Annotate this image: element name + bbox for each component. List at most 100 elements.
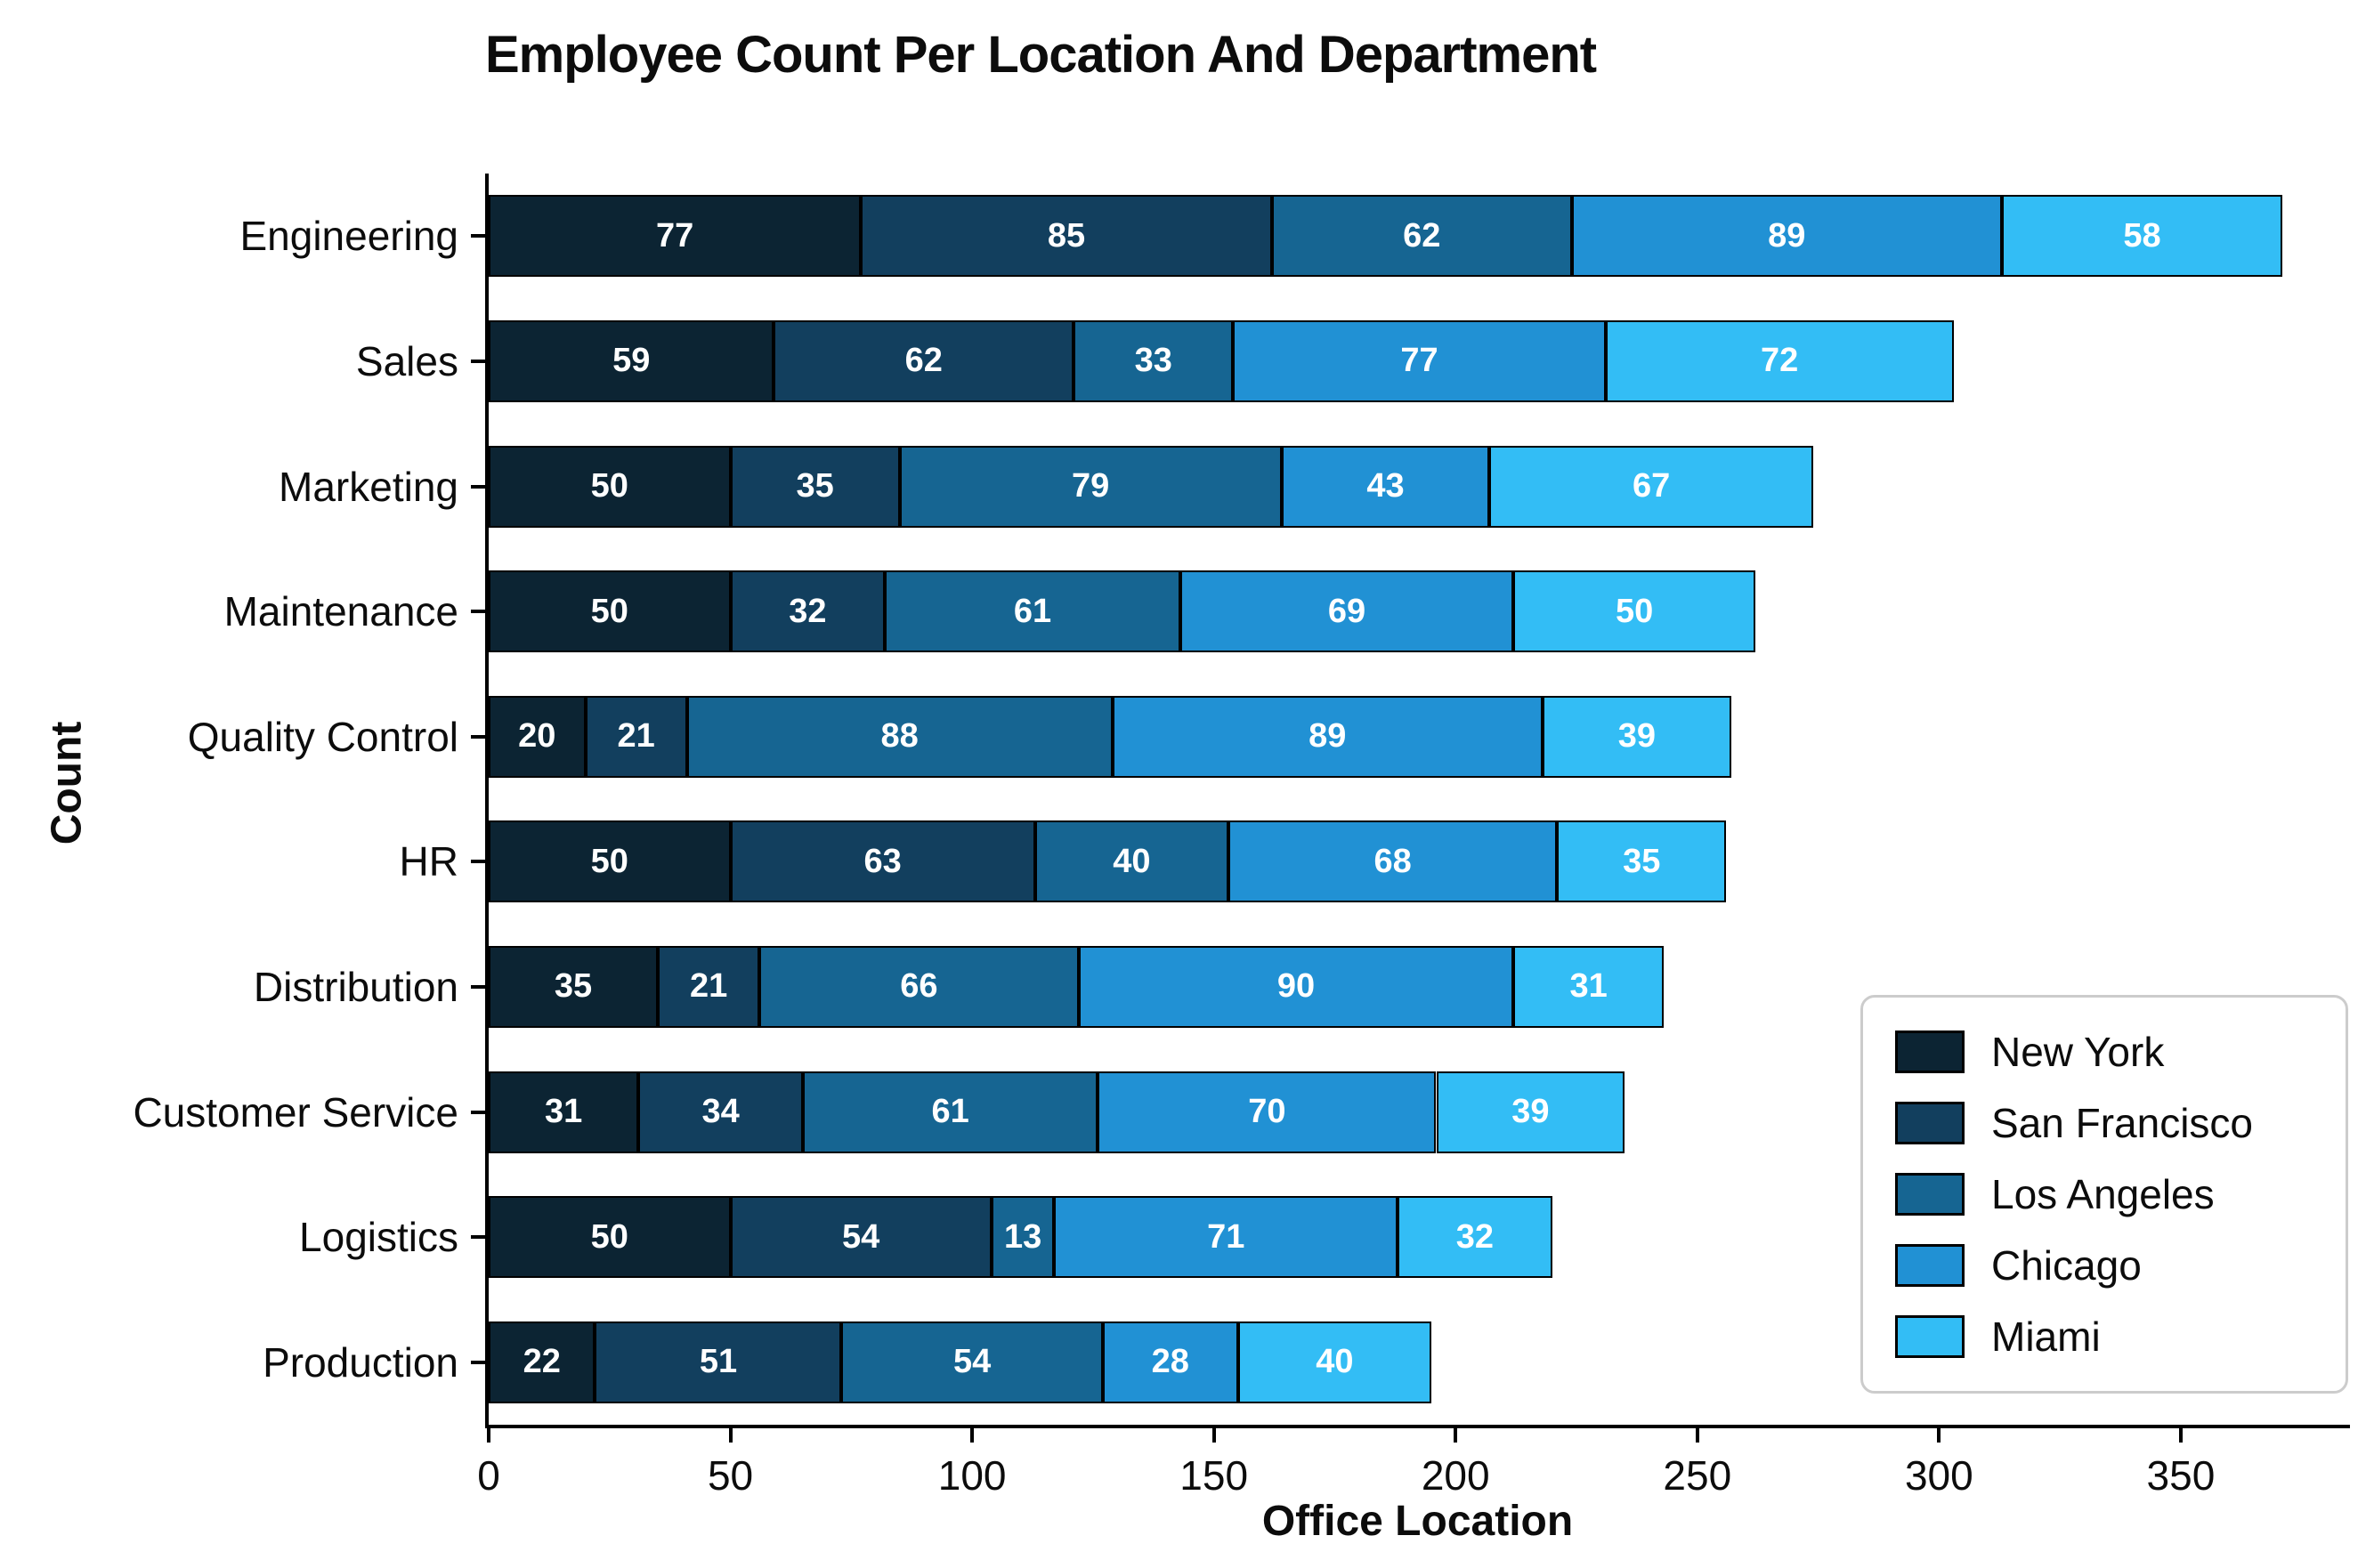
- bar-segment-san-francisco-customer-service: 34: [638, 1071, 804, 1153]
- legend: New York San Francisco Los Angeles Chicago M…: [1860, 995, 2348, 1394]
- bar-value-label: 35: [796, 467, 834, 505]
- y-tick-label-marketing: Marketing: [279, 463, 458, 510]
- bar-segment-new-york-quality-control: 20: [489, 695, 586, 778]
- bar-value-label: 85: [1047, 216, 1086, 255]
- bar-segment-los-angeles-hr: 40: [1034, 820, 1228, 903]
- bar-value-label: 89: [1768, 216, 1806, 255]
- bar-segment-chicago-maintenance: 69: [1179, 570, 1514, 653]
- bar-segment-new-york-hr: 50: [489, 820, 731, 903]
- y-tick-mark: [471, 860, 485, 864]
- bar-segment-los-angeles-production: 54: [841, 1321, 1103, 1403]
- x-tick-label-200: 200: [1421, 1452, 1490, 1499]
- legend-label-los-angeles: Los Angeles: [1991, 1171, 2215, 1217]
- y-tick-mark: [471, 984, 485, 989]
- bar-segment-los-angeles-customer-service: 61: [803, 1071, 1098, 1153]
- bar-value-label: 67: [1633, 467, 1671, 505]
- bar-value-label: 39: [1617, 717, 1657, 756]
- x-tick-mark: [1695, 1428, 1699, 1443]
- bar-value-label: 31: [545, 1093, 583, 1130]
- bar-value-label: 70: [1248, 1093, 1286, 1130]
- bar-segment-los-angeles-sales: 33: [1074, 319, 1234, 402]
- bar-segment-new-york-maintenance: 50: [489, 570, 731, 653]
- y-tick-label-sales: Sales: [355, 337, 458, 384]
- y-tick-mark: [471, 610, 485, 614]
- legend-swatch-los-angeles: [1895, 1173, 1965, 1216]
- bar-value-label: 89: [1309, 717, 1347, 756]
- y-tick-label-customer-service: Customer Service: [133, 1088, 458, 1136]
- bar-segment-miami-customer-service: 39: [1436, 1071, 1625, 1153]
- legend-label-miami: Miami: [1991, 1313, 2101, 1360]
- bar-segment-chicago-logistics: 71: [1054, 1196, 1398, 1279]
- bar-segment-new-york-distribution: 35: [489, 945, 659, 1028]
- y-tick-mark: [471, 484, 485, 489]
- x-tick-label-150: 150: [1179, 1452, 1249, 1499]
- bar-value-label: 61: [1013, 592, 1052, 630]
- y-tick-mark: [471, 234, 485, 238]
- bar-value-label: 21: [617, 717, 655, 756]
- bar-segment-san-francisco-maintenance: 32: [730, 570, 886, 653]
- bar-segment-chicago-hr: 68: [1228, 820, 1558, 903]
- bar-value-label: 31: [1569, 967, 1608, 1006]
- bar-value-label: 50: [590, 467, 628, 505]
- x-tick-mark: [728, 1428, 733, 1443]
- bar-segment-new-york-marketing: 50: [489, 445, 731, 528]
- bar-value-label: 51: [699, 1343, 738, 1381]
- bar-segment-new-york-sales: 59: [489, 319, 774, 402]
- legend-entry-los-angeles: Los Angeles: [1895, 1167, 2313, 1222]
- bar-value-label: 54: [842, 1217, 880, 1256]
- bar-value-label: 50: [590, 1217, 628, 1256]
- x-tick-mark: [970, 1428, 975, 1443]
- bar-segment-san-francisco-sales: 62: [774, 319, 1074, 402]
- bar-segment-san-francisco-hr: 63: [730, 820, 1035, 903]
- x-tick-label-300: 300: [1904, 1452, 1973, 1499]
- y-tick-label-production: Production: [263, 1338, 458, 1386]
- y-tick-mark: [471, 1360, 485, 1364]
- bar-value-label: 69: [1327, 592, 1366, 630]
- bar-segment-san-francisco-marketing: 35: [730, 445, 900, 528]
- legend-entry-new-york: New York: [1895, 1024, 2313, 1079]
- bar-segment-chicago-sales: 77: [1233, 319, 1606, 402]
- y-tick-label-engineering: Engineering: [239, 213, 458, 260]
- bar-value-label: 79: [1072, 467, 1110, 505]
- bar-value-label: 66: [900, 967, 938, 1006]
- bar-value-label: 50: [590, 842, 628, 880]
- bar-value-label: 68: [1373, 842, 1412, 880]
- bar-segment-miami-distribution: 31: [1513, 945, 1664, 1028]
- bar-segment-san-francisco-production: 51: [595, 1321, 842, 1403]
- bar-segment-los-angeles-maintenance: 61: [885, 570, 1180, 653]
- bar-segment-chicago-quality-control: 89: [1112, 695, 1543, 778]
- x-tick-mark: [1937, 1428, 1941, 1443]
- y-tick-mark: [471, 359, 485, 363]
- bar-value-label: 50: [1616, 592, 1654, 630]
- bar-value-label: 61: [931, 1093, 969, 1130]
- bar-value-label: 13: [1003, 1217, 1042, 1256]
- bar-value-label: 71: [1207, 1217, 1245, 1256]
- bar-segment-new-york-engineering: 77: [489, 195, 862, 278]
- y-tick-label-hr: HR: [399, 838, 458, 885]
- bar-value-label: 21: [689, 967, 728, 1006]
- bar-value-label: 35: [1623, 842, 1661, 880]
- bar-segment-los-angeles-quality-control: 88: [686, 695, 1113, 778]
- legend-entry-san-francisco: San Francisco: [1895, 1095, 2313, 1151]
- bar-segment-miami-engineering: 58: [2001, 195, 2282, 278]
- legend-swatch-san-francisco: [1895, 1102, 1965, 1144]
- bar-value-label: 63: [863, 842, 902, 880]
- bar-value-label: 32: [1455, 1217, 1495, 1256]
- bar-value-label: 90: [1276, 967, 1316, 1006]
- bar-value-label: 59: [612, 342, 651, 380]
- bar-value-label: 50: [590, 592, 628, 630]
- y-tick-mark: [471, 1235, 485, 1240]
- x-tick-mark: [1454, 1428, 1458, 1443]
- bar-value-label: 62: [1403, 216, 1441, 255]
- bar-segment-miami-maintenance: 50: [1513, 570, 1755, 653]
- legend-label-chicago: Chicago: [1991, 1242, 2142, 1289]
- bar-value-label: 28: [1151, 1343, 1189, 1381]
- x-tick-mark: [487, 1428, 490, 1443]
- bar-value-label: 58: [2123, 216, 2161, 255]
- bar-segment-new-york-logistics: 50: [489, 1196, 731, 1279]
- bar-segment-miami-logistics: 32: [1398, 1196, 1552, 1279]
- legend-entry-miami: Miami: [1895, 1309, 2313, 1364]
- x-tick-mark: [1211, 1428, 1216, 1443]
- bar-segment-san-francisco-engineering: 85: [861, 195, 1272, 278]
- x-tick-label-100: 100: [937, 1452, 1007, 1499]
